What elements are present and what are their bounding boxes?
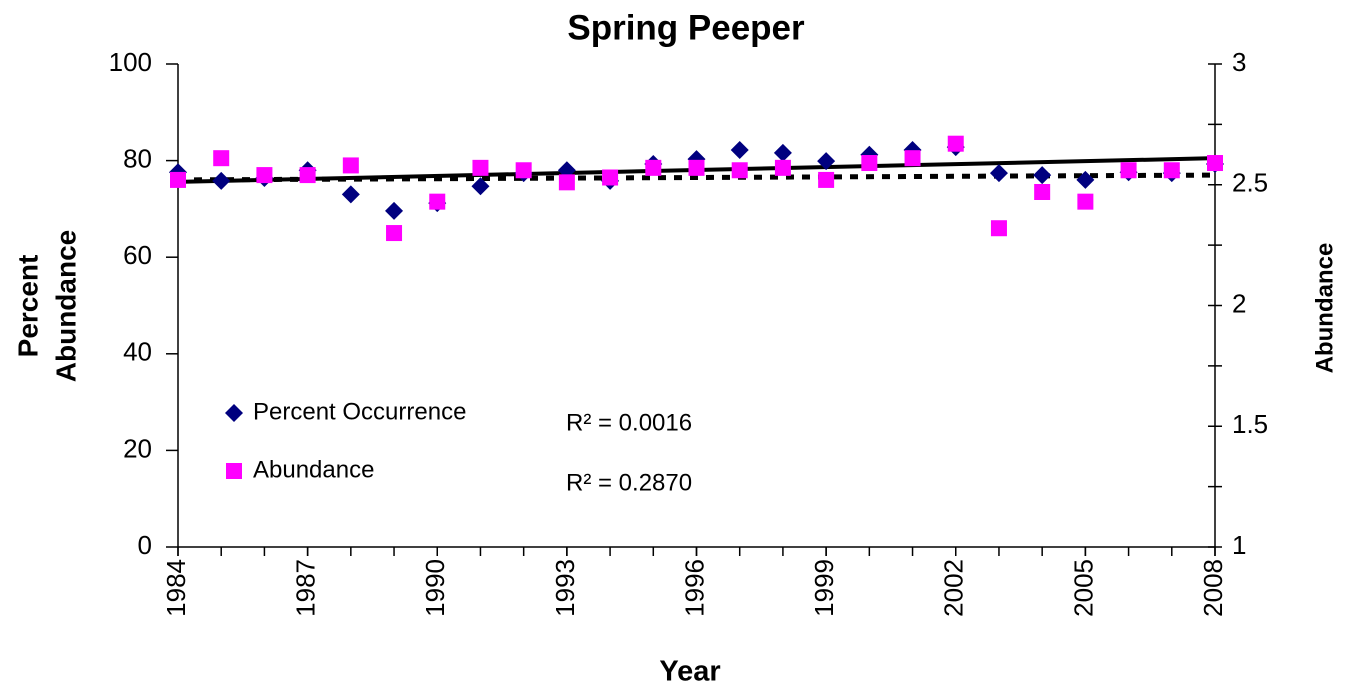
x-tick-label: 1990 <box>420 559 450 617</box>
chart-title: Spring Peeper <box>567 8 805 47</box>
y2-tick-label: 2.5 <box>1232 168 1268 198</box>
y-tick-label: 100 <box>109 47 152 77</box>
legend-label: Percent Occurrence <box>253 398 466 425</box>
point <box>731 162 748 179</box>
y2-tick-label: 1.5 <box>1232 409 1268 439</box>
x-tick-label: 2005 <box>1068 559 1098 617</box>
point <box>1034 183 1051 200</box>
point <box>602 169 619 186</box>
point <box>774 159 791 176</box>
point <box>429 193 446 210</box>
y2-axis-label: Abundance <box>1311 243 1338 374</box>
point <box>947 135 964 152</box>
point <box>861 155 878 172</box>
point <box>213 150 230 167</box>
x-tick-label: 1984 <box>161 559 191 617</box>
point <box>1207 155 1223 172</box>
point <box>904 150 921 167</box>
point <box>170 171 186 188</box>
point <box>990 220 1007 237</box>
x-tick-label: 1999 <box>809 559 839 617</box>
point <box>730 140 749 159</box>
point <box>688 159 705 176</box>
x-tick-label: 1993 <box>550 559 580 617</box>
point <box>341 185 360 204</box>
x-tick-label: 2002 <box>939 559 969 617</box>
legend-label: Abundance <box>253 456 374 483</box>
point <box>1033 166 1052 185</box>
x-tick-label: 1996 <box>679 559 709 617</box>
x-tick-label: 1987 <box>291 559 321 617</box>
y2-tick-label: 2 <box>1232 288 1246 318</box>
point <box>385 201 404 220</box>
annotation: R² = 0.0016 <box>566 409 692 436</box>
point <box>558 174 575 191</box>
y-axis-label: Abundance <box>50 230 81 382</box>
point <box>818 171 835 188</box>
y-tick-label: 20 <box>123 433 152 463</box>
point <box>1077 193 1094 210</box>
point <box>472 159 489 176</box>
y-tick-label: 0 <box>138 530 152 560</box>
y2-tick-label: 3 <box>1232 47 1246 77</box>
legend-marker <box>225 404 243 422</box>
point <box>386 225 403 242</box>
point <box>817 152 836 171</box>
point <box>471 177 490 196</box>
point <box>342 157 359 174</box>
point <box>256 167 273 184</box>
y-tick-label: 80 <box>123 143 152 173</box>
y-tick-label: 60 <box>123 240 152 270</box>
point <box>515 162 532 179</box>
point <box>1120 162 1137 179</box>
point <box>212 171 231 190</box>
point <box>773 143 792 162</box>
legend-marker <box>226 463 242 479</box>
point <box>1076 170 1095 189</box>
y-tick-label: 40 <box>123 337 152 367</box>
point <box>1163 162 1180 179</box>
x-tick-label: 2008 <box>1198 559 1228 617</box>
y-axis-label: Percent <box>12 255 43 358</box>
point <box>989 164 1008 183</box>
point <box>645 159 662 176</box>
point <box>299 167 316 184</box>
annotation: R² = 0.2870 <box>566 469 692 496</box>
x-axis-label: Year <box>659 656 720 688</box>
y2-tick-label: 1 <box>1232 530 1246 560</box>
